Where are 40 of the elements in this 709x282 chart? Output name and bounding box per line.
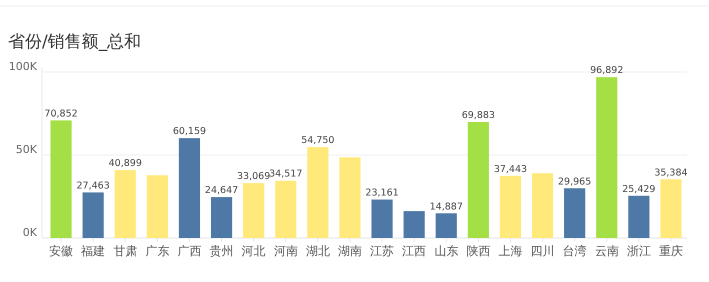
data-label: 14,887 — [430, 201, 463, 212]
x-tick-label: 陕西 — [466, 244, 490, 258]
data-label: 24,647 — [204, 185, 238, 196]
data-label: 60,159 — [172, 126, 206, 138]
x-tick-label: 江苏 — [370, 244, 394, 258]
data-label: 54,750 — [301, 135, 334, 146]
x-tick-label: 湖北 — [306, 244, 330, 258]
x-tick-label: 湖南 — [338, 244, 362, 258]
data-label: 25,429 — [622, 184, 656, 195]
y-tick-label: 50K — [16, 143, 38, 156]
x-tick-label: 广东 — [145, 244, 170, 258]
data-label: 69,883 — [462, 110, 495, 121]
x-tick-label: 甘肃 — [113, 244, 138, 258]
x-tick-label: 浙江 — [626, 244, 651, 258]
x-tick-label: 广西 — [177, 244, 202, 258]
x-tick-label: 河南 — [274, 244, 298, 258]
x-tick-label: 山东 — [434, 244, 458, 258]
data-label: 34,517 — [269, 168, 302, 180]
data-label: 37,443 — [494, 164, 528, 175]
chart-title: 省份/销售额_总和 — [8, 32, 142, 52]
data-label: 29,965 — [558, 176, 592, 188]
x-tick-label: 台湾 — [562, 244, 587, 258]
x-tick-label: 云南 — [594, 244, 619, 258]
data-label: 33,069 — [237, 171, 270, 182]
x-tick-label: 贵州 — [210, 244, 234, 258]
x-tick-label: 福建 — [81, 244, 106, 258]
x-tick-label: 江西 — [402, 244, 426, 258]
x-tick-label: 河北 — [242, 244, 266, 258]
y-tick-label: 100K — [8, 60, 38, 73]
data-label: 23,161 — [365, 188, 399, 199]
x-tick-label: 上海 — [498, 244, 522, 258]
data-label: 40,899 — [108, 158, 142, 170]
data-label: 35,384 — [654, 167, 688, 178]
x-tick-label: 四川 — [530, 244, 555, 258]
x-tick-label: 重庆 — [658, 244, 683, 258]
data-label: 27,463 — [76, 180, 110, 192]
data-label: 70,852 — [44, 108, 78, 120]
y-tick-label: 0K — [22, 226, 38, 239]
x-tick-label: 安徽 — [49, 244, 74, 258]
data-label: 96,892 — [590, 65, 624, 76]
